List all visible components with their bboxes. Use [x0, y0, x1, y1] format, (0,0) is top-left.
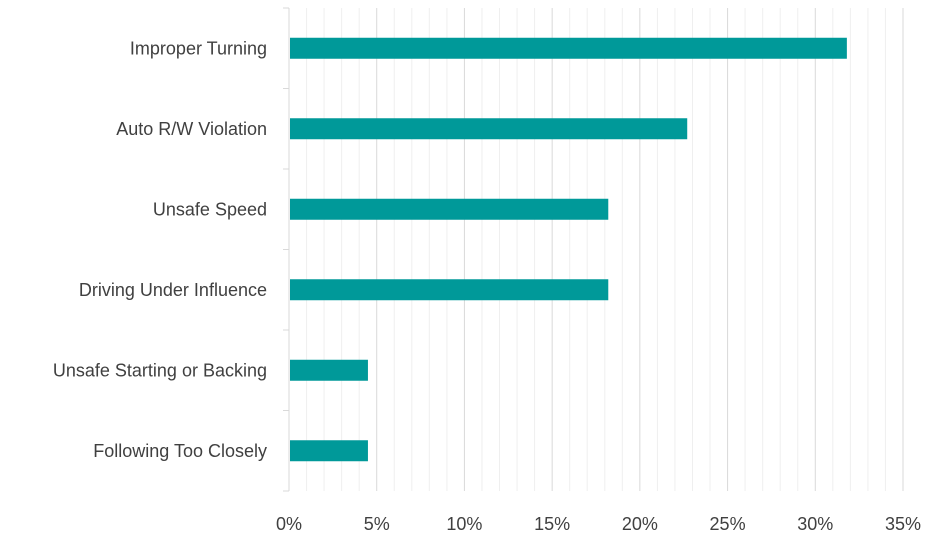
gridlines: [306, 8, 904, 491]
category-label: Improper Turning: [130, 38, 267, 58]
bar: [290, 118, 688, 140]
bars: [290, 37, 847, 462]
bar: [290, 198, 609, 220]
x-tick-label: 35%: [885, 514, 921, 534]
category-labels: Improper Turning Auto R/W Violation Unsafe…: [53, 38, 267, 461]
x-tick-labels: 0% 5% 10% 15% 20% 25% 30% 35%: [276, 514, 921, 534]
category-label: Auto R/W Violation: [116, 119, 267, 139]
x-tick-label: 0%: [276, 514, 302, 534]
bar: [290, 359, 368, 381]
bar: [290, 440, 368, 462]
y-axis: [283, 7, 290, 492]
category-label: Unsafe Speed: [153, 199, 267, 219]
x-tick-label: 5%: [364, 514, 390, 534]
x-tick-label: 15%: [534, 514, 570, 534]
category-label: Unsafe Starting or Backing: [53, 360, 267, 380]
x-tick-label: 10%: [446, 514, 482, 534]
category-label: Driving Under Influence: [79, 280, 267, 300]
bar: [290, 37, 847, 59]
category-label: Following Too Closely: [93, 441, 267, 461]
x-tick-label: 30%: [797, 514, 833, 534]
bar: [290, 279, 609, 301]
x-tick-label: 20%: [622, 514, 658, 534]
x-tick-label: 25%: [710, 514, 746, 534]
